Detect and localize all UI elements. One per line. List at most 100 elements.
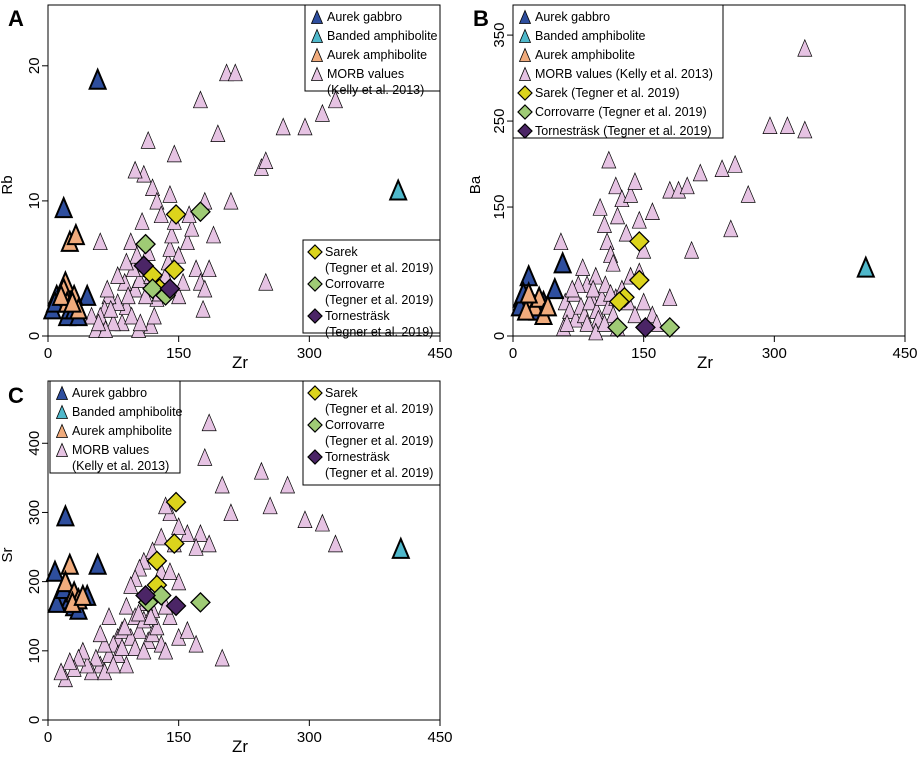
data-point <box>88 67 108 90</box>
data-point <box>143 607 159 625</box>
plot-frame <box>47 380 441 721</box>
legend: Aurek gabbro Banded amphibolite Aurek amph… <box>49 380 183 474</box>
legend-marker <box>55 442 69 457</box>
x-tick-label: 150 <box>631 345 656 362</box>
data-point <box>553 232 569 251</box>
legend-label: (Tegner et al. 2019) <box>325 293 433 307</box>
data-point <box>280 475 296 494</box>
data-point <box>797 120 813 139</box>
data-point <box>192 90 208 109</box>
data-point <box>166 144 182 163</box>
legend-marker <box>518 47 532 62</box>
series-sarek <box>146 491 187 596</box>
legend-marker <box>517 85 533 101</box>
x-axis-label: Zr <box>697 353 713 372</box>
data-point <box>92 624 108 643</box>
x-tick-label: 450 <box>427 729 452 746</box>
legend-label: Corrovarre <box>325 418 385 432</box>
series-morb <box>84 63 343 338</box>
x-tick-label: 0 <box>44 729 52 746</box>
data-point <box>133 255 155 277</box>
data-point <box>62 290 82 313</box>
data-point <box>631 210 647 229</box>
data-point <box>162 239 178 257</box>
data-point <box>55 569 75 593</box>
x-tick-label: 300 <box>762 345 787 362</box>
panel-a: A 0 150 300 450 0 10 20 Zr Rb Aurek gabbro Banded a… <box>0 4 453 372</box>
legend-label: (Kelly et al. 2013) <box>327 83 424 97</box>
data-point <box>162 562 178 580</box>
data-point <box>90 313 107 332</box>
data-point <box>188 634 204 653</box>
legend-label: Aurek amphibolite <box>72 424 172 438</box>
data-point <box>62 652 78 670</box>
data-point <box>165 203 187 225</box>
data-point <box>45 559 65 582</box>
data-point <box>84 306 100 325</box>
data-point <box>214 648 230 667</box>
series-morb <box>53 413 343 688</box>
data-point <box>596 215 612 233</box>
data-point <box>610 206 626 225</box>
data-point <box>150 585 172 606</box>
data-point <box>762 116 778 134</box>
x-tick-label: 450 <box>892 345 917 362</box>
y-tick-label: 10 <box>26 193 43 210</box>
data-point <box>103 299 119 318</box>
data-point <box>60 552 80 575</box>
data-point <box>605 253 621 272</box>
y-tick-label: 300 <box>26 500 43 525</box>
legend-marker <box>517 104 533 120</box>
data-point <box>163 259 185 281</box>
data-point <box>123 232 139 251</box>
legend-label: Tornesträsk <box>325 450 390 464</box>
legend-marker <box>310 66 324 81</box>
legend-label: MORB values <box>72 443 149 457</box>
series-tornestrask <box>135 585 187 617</box>
data-point <box>190 201 211 223</box>
data-point <box>114 638 130 656</box>
legend: Sarek (Tegner et al. 2019) Corrovarre (Tegn… <box>302 239 441 339</box>
x-axis-label: Zr <box>232 737 248 756</box>
data-point <box>127 279 143 298</box>
data-point <box>562 301 578 319</box>
series-banded-amphibolite <box>391 536 411 559</box>
data-point <box>607 316 628 338</box>
data-point <box>297 510 313 528</box>
data-point <box>135 585 156 606</box>
x-tick-label: 150 <box>166 729 191 746</box>
data-point <box>88 648 104 667</box>
legend-marker <box>310 9 324 24</box>
data-point <box>314 103 330 122</box>
legend-label: Corrovarre (Tegner et al. 2019) <box>535 105 707 119</box>
legend-label: Aurek gabbro <box>72 386 147 400</box>
data-point <box>679 176 695 195</box>
data-point <box>327 534 343 553</box>
x-tick-label: 0 <box>44 345 52 362</box>
data-point <box>117 617 133 636</box>
data-point <box>88 552 108 575</box>
data-point <box>165 491 187 513</box>
legend-label: Aurek gabbro <box>327 10 402 24</box>
data-point <box>553 250 573 274</box>
data-point <box>205 225 222 244</box>
legend: Aurek gabbro Banded amphibolite Aurek amph… <box>512 4 724 139</box>
data-point <box>179 232 195 251</box>
y-axis-label: Rb <box>0 175 16 194</box>
data-point <box>608 176 624 195</box>
data-point <box>143 316 159 334</box>
data-point <box>210 124 226 142</box>
data-point <box>223 191 239 210</box>
legend-box <box>49 380 181 474</box>
legend-marker <box>307 244 323 260</box>
data-point <box>145 178 161 196</box>
data-point <box>327 90 343 109</box>
data-point <box>149 191 165 210</box>
data-point <box>545 276 565 300</box>
data-point <box>275 117 291 136</box>
series-banded-amphibolite <box>856 255 876 278</box>
data-point <box>188 537 204 556</box>
data-point <box>127 160 143 179</box>
data-point <box>127 638 143 656</box>
data-point <box>163 533 185 555</box>
